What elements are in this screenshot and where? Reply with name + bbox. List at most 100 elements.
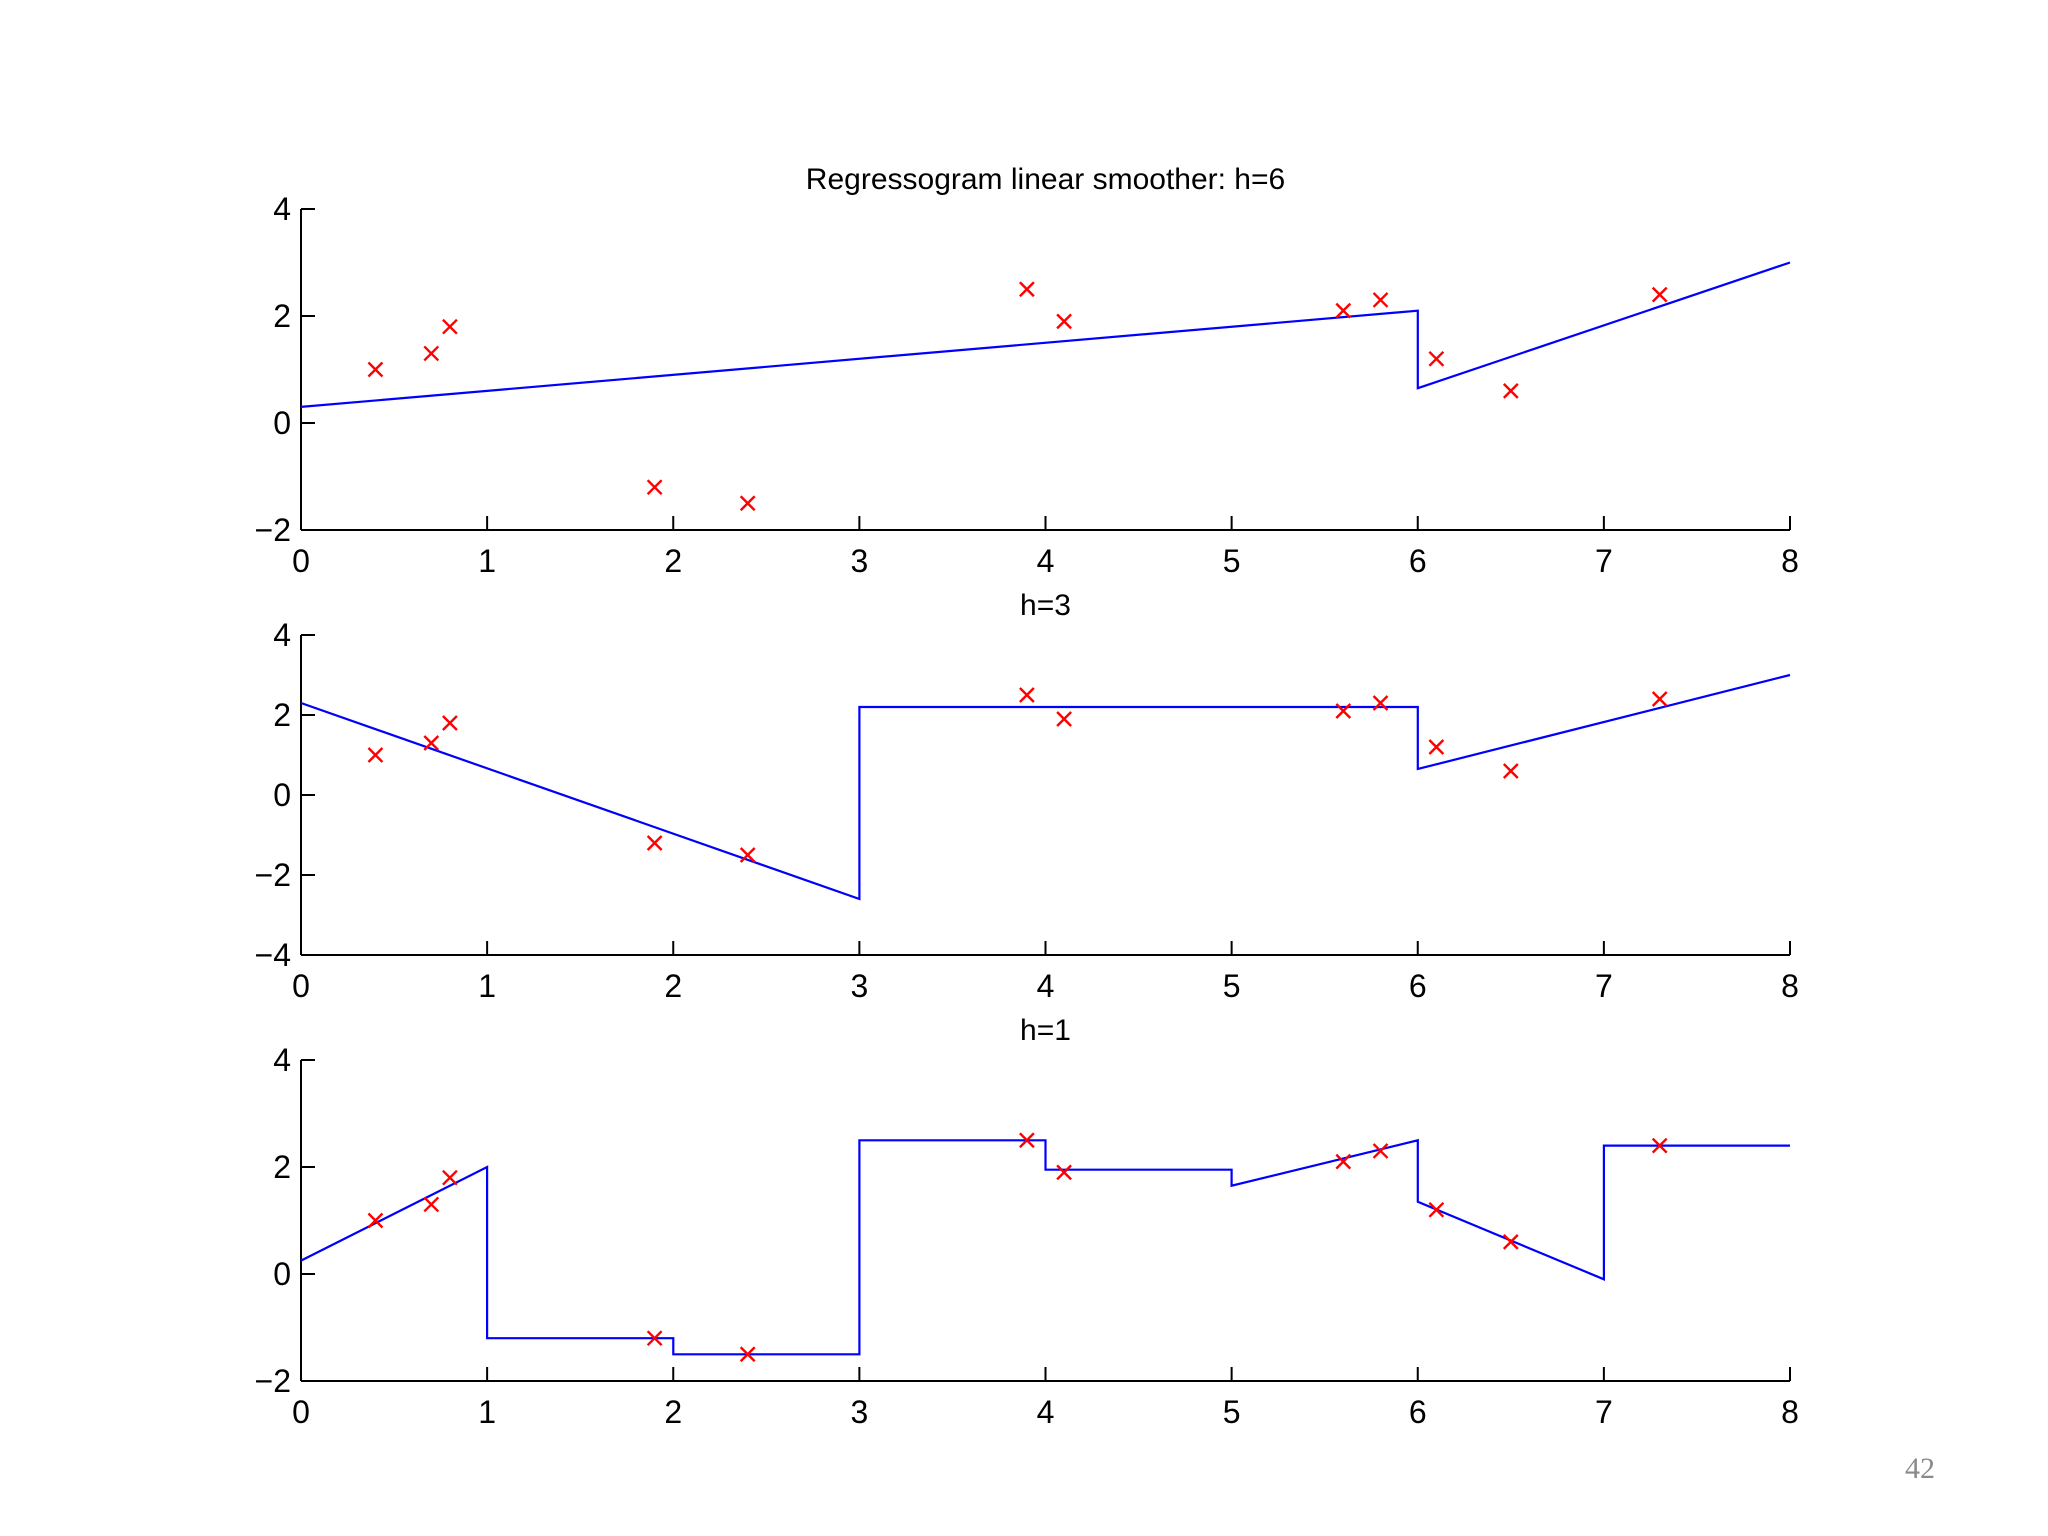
- data-point-marker: [367, 747, 384, 763]
- y-tick-label: 0: [273, 777, 291, 813]
- x-tick-label: 7: [1595, 968, 1613, 1004]
- x-tick-label: 6: [1409, 543, 1427, 579]
- y-tick-label: 2: [273, 1149, 291, 1185]
- marker-stroke: [1019, 1132, 1035, 1149]
- data-point-marker: [1372, 695, 1389, 711]
- marker-stroke: [646, 1330, 663, 1347]
- chart-title: h=3: [1020, 589, 1071, 622]
- x-tick-label: 3: [850, 1394, 868, 1430]
- data-point-marker: [1056, 313, 1072, 330]
- data-point-marker: [1372, 1143, 1389, 1159]
- data-point-marker: [1502, 1234, 1519, 1250]
- data-point-marker: [1335, 302, 1352, 319]
- x-tick-label: 3: [850, 543, 868, 579]
- data-point-marker: [367, 1212, 384, 1229]
- marker-stroke: [1428, 1201, 1445, 1218]
- data-point-marker: [1428, 350, 1445, 367]
- chart-title: h=1: [1020, 1014, 1071, 1047]
- data-point-marker: [646, 835, 663, 851]
- marker-stroke: [1019, 281, 1035, 298]
- x-tick-label: 4: [1037, 968, 1055, 1004]
- marker-stroke: [646, 479, 663, 496]
- y-tick-label: −2: [255, 512, 291, 548]
- data-point-marker: [1372, 292, 1389, 308]
- data-point-marker: [739, 847, 756, 863]
- marker-stroke: [1372, 1143, 1389, 1159]
- y-tick-label: 4: [273, 191, 291, 227]
- data-point-marker: [1651, 286, 1668, 303]
- data-point-marker: [646, 479, 663, 496]
- marker-stroke: [423, 345, 440, 362]
- data-point-marker: [423, 345, 440, 362]
- data-point-marker: [1056, 711, 1072, 727]
- chart-title: Regressogram linear smoother: h=6: [806, 163, 1285, 196]
- marker-stroke: [1428, 350, 1445, 367]
- smoother-line: [300, 261, 1791, 408]
- marker-stroke: [1056, 313, 1072, 330]
- data-point-marker: [1335, 703, 1352, 719]
- data-point-marker: [442, 318, 458, 335]
- marker-stroke: [367, 361, 384, 378]
- marker-stroke: [1019, 687, 1035, 703]
- x-tick-label: 3: [850, 968, 868, 1004]
- data-point-marker: [646, 1330, 663, 1347]
- x-tick-label: 1: [478, 543, 496, 579]
- x-tick-label: 0: [292, 1394, 310, 1430]
- data-point-marker: [442, 1169, 458, 1186]
- x-tick-label: 2: [664, 1394, 682, 1430]
- data-point-marker: [1502, 383, 1519, 399]
- x-tick-label: 6: [1409, 1394, 1427, 1430]
- marker-stroke: [1651, 286, 1668, 303]
- data-point-marker: [423, 1196, 440, 1213]
- marker-stroke: [1372, 695, 1389, 711]
- y-tick-label: −4: [255, 937, 291, 973]
- smoother-line: [300, 1138, 1790, 1356]
- x-tick-label: 8: [1781, 543, 1799, 579]
- x-tick-label: 2: [664, 968, 682, 1004]
- y-tick-label: 0: [273, 1256, 291, 1292]
- data-point-marker: [1056, 1164, 1072, 1181]
- chart-panel-1: Regressogram linear smoother: h=6 0 1 2 3 4 5 6…: [255, 163, 1799, 579]
- marker-stroke: [1056, 1164, 1072, 1181]
- x-tick-label: 6: [1409, 968, 1427, 1004]
- chart-panel-2: h=3 0 1 2 3 4 5 6 7 8 −4 −2 0 2 4: [255, 589, 1799, 1004]
- data-point-marker: [442, 715, 458, 731]
- marker-stroke: [367, 747, 384, 763]
- marker-stroke: [1651, 691, 1668, 707]
- data-point-marker: [739, 1346, 756, 1363]
- marker-stroke: [1428, 739, 1445, 755]
- x-tick-label: 5: [1223, 543, 1241, 579]
- x-tick-label: 1: [478, 968, 496, 1004]
- marker-stroke: [1502, 1234, 1519, 1250]
- marker-stroke: [1335, 1153, 1352, 1170]
- marker-stroke: [1335, 302, 1352, 319]
- data-point-marker: [1502, 763, 1519, 779]
- x-tick-label: 0: [292, 543, 310, 579]
- data-point-marker: [739, 495, 756, 512]
- marker-stroke: [739, 1346, 756, 1363]
- y-tick-label: −2: [255, 857, 291, 893]
- data-point-marker: [1651, 1137, 1668, 1154]
- data-point-marker: [1428, 739, 1445, 755]
- y-tick-label: 4: [273, 1042, 291, 1078]
- marker-stroke: [367, 1212, 384, 1229]
- x-tick-label: 7: [1595, 543, 1613, 579]
- x-tick-label: 0: [292, 968, 310, 1004]
- marker-stroke: [1056, 711, 1072, 727]
- data-point-marker: [1335, 1153, 1352, 1170]
- x-tick-label: 5: [1223, 968, 1241, 1004]
- y-tick-label: −2: [255, 1363, 291, 1399]
- data-point-marker: [1019, 281, 1035, 298]
- x-tick-label: 1: [478, 1394, 496, 1430]
- data-point-marker: [1428, 1201, 1445, 1218]
- marker-stroke: [1502, 763, 1519, 779]
- data-point-marker: [367, 361, 384, 378]
- x-tick-label: 5: [1223, 1394, 1241, 1430]
- smoother-line: [300, 673, 1791, 901]
- x-tick-label: 8: [1781, 968, 1799, 1004]
- x-tick-label: 8: [1781, 1394, 1799, 1430]
- marker-stroke: [739, 847, 756, 863]
- y-tick-label: 0: [273, 405, 291, 441]
